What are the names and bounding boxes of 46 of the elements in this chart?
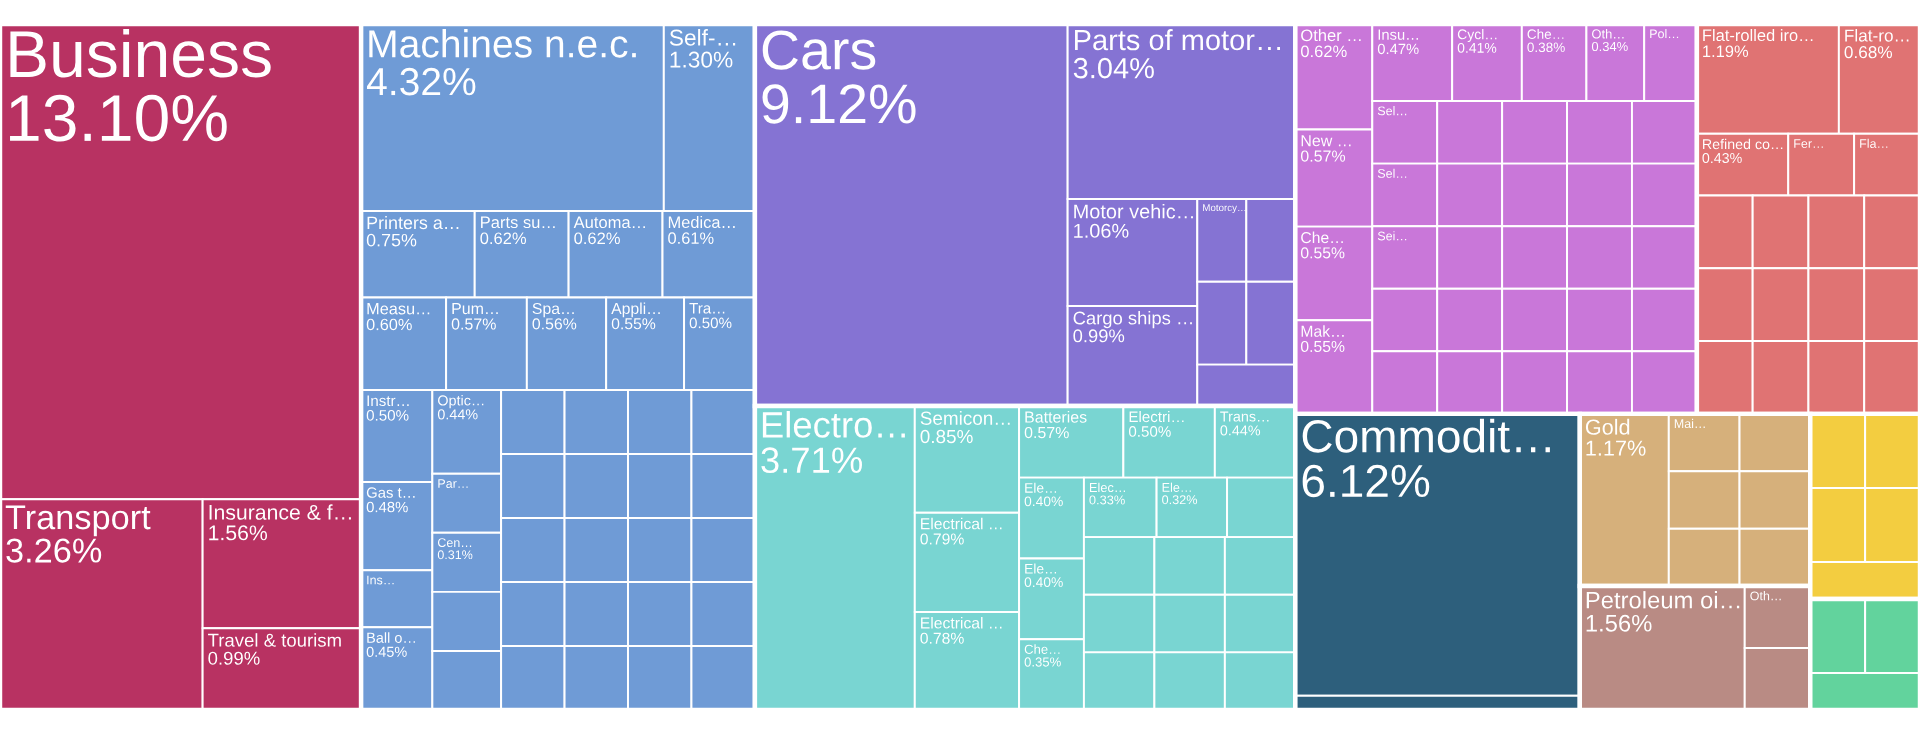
data-label: 0.62%	[574, 232, 620, 245]
data-label: 0.68%	[1844, 46, 1893, 59]
category-label: Cargo ships …	[1073, 311, 1192, 329]
category-label: Business	[10, 29, 271, 78]
category-label: Printers a…	[367, 215, 459, 230]
category-label: Medica…	[668, 215, 735, 229]
data-label: 0.75%	[366, 233, 417, 247]
data-label: 1.06%	[1074, 223, 1129, 238]
data-label: 1.56%	[1586, 614, 1652, 632]
category-label: Commodit…	[1302, 418, 1550, 453]
category-label: Self-…	[669, 29, 736, 46]
data-label: 1.56%	[209, 525, 268, 541]
category-label: Transport	[5, 505, 151, 537]
category-label: Travel & tourism	[208, 633, 341, 647]
data-label: 0.99%	[208, 651, 260, 665]
category-label: Semicon…	[920, 411, 1010, 425]
category-label: Flat-rolled iro…	[1703, 29, 1813, 42]
category-label: Insurance & f…	[209, 504, 351, 520]
category-label: Machines n.e.c.	[369, 29, 636, 58]
data-label: 1.17%	[1586, 440, 1646, 456]
data-label: 3.71%	[761, 447, 862, 474]
data-label: 3.26%	[6, 538, 102, 563]
category-label: Electro…	[762, 411, 905, 438]
category-label: Parts of motor…	[1075, 29, 1280, 51]
data-label: 0.62%	[1300, 45, 1347, 58]
data-label: 13.10%	[10, 94, 227, 142]
data-label: 0.61%	[668, 232, 714, 244]
data-label: 4.32%	[367, 67, 476, 96]
data-label: 9.12%	[762, 84, 916, 124]
category-label: Petroleum oi…	[1586, 591, 1740, 609]
category-label: Other …	[1301, 29, 1361, 42]
data-label: 3.04%	[1073, 57, 1154, 79]
category-label: Parts su…	[481, 216, 555, 229]
category-label: Gold	[1585, 418, 1630, 435]
data-label: 0.99%	[1073, 329, 1125, 343]
data-label: 0.60%	[366, 318, 412, 331]
category-label: Flat-ro…	[1845, 29, 1909, 42]
data-label: 6.12%	[1302, 464, 1430, 498]
data-label: 1.19%	[1703, 45, 1749, 58]
category-label: Automa…	[573, 216, 645, 229]
category-label: Measu…	[367, 303, 430, 315]
category-label: Motor vehic…	[1074, 203, 1193, 219]
data-label: 0.85%	[920, 429, 973, 444]
data-label: 1.30%	[670, 51, 733, 68]
category-label: Cars	[762, 30, 876, 70]
data-label: 0.62%	[480, 232, 527, 245]
